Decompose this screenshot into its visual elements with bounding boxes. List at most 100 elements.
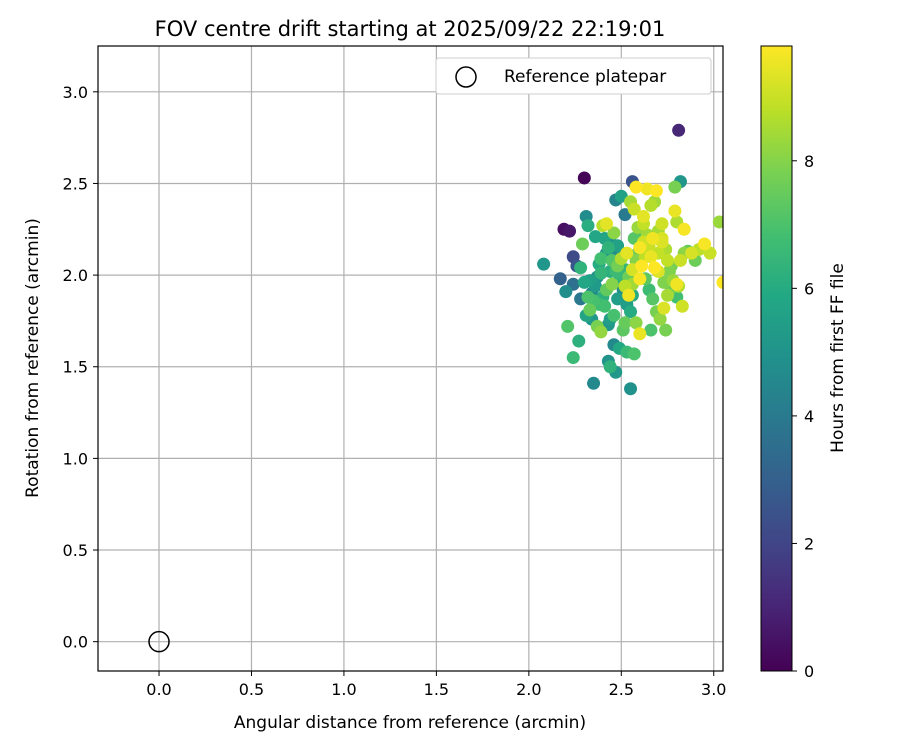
data-point [657,301,671,315]
data-point [577,275,591,289]
data-point [605,277,619,291]
data-point [635,259,649,273]
data-point [644,250,658,264]
x-tick-label: 3.0 [701,680,726,699]
data-point [648,261,662,275]
colorbar-tick-label: 6 [804,279,814,298]
chart-title: FOV centre drift starting at 2025/09/22 … [155,17,666,41]
scatter-points [537,123,723,396]
data-point [581,219,595,233]
data-point [698,237,712,251]
data-point [537,257,551,271]
data-point [566,351,580,365]
data-point [598,299,612,313]
data-point [672,123,686,137]
data-point [685,246,699,260]
data-point [601,241,615,255]
y-tick-label: 2.5 [63,174,88,193]
data-point [627,202,641,216]
data-point [670,277,684,291]
reference-platepar-marker [148,630,170,653]
data-point [611,292,625,306]
data-point [649,184,663,198]
y-tick-label: 0.5 [63,541,88,560]
data-point [661,288,675,302]
data-point [561,319,575,333]
x-tick-label: 2.0 [516,680,541,699]
colorbar-tick-label: 2 [804,534,814,553]
data-point [627,347,641,361]
data-point [629,180,643,194]
y-tick-label: 2.0 [63,266,88,285]
data-point [673,253,687,267]
x-tick-label: 1.0 [331,680,356,699]
x-tick-label: 1.5 [424,680,449,699]
data-point [624,305,638,319]
data-point [661,253,675,267]
data-point [594,325,608,339]
data-point [603,360,617,374]
x-axis-label: Angular distance from reference (arcmin) [234,713,586,733]
data-point [620,246,634,260]
y-axis-ticks: 0.0 0.5 1.0 1.5 2.0 2.5 3.0 [63,83,98,652]
colorbar-tick-label: 8 [804,152,814,171]
data-point [607,308,621,322]
reference-marker-group [148,630,170,653]
data-point [553,272,567,286]
data-point [594,252,608,266]
data-point [644,323,658,337]
data-point [675,299,689,313]
data-point [622,288,636,302]
colorbar-ticks: 0 2 4 6 8 [792,152,814,681]
y-tick-label: 3.0 [63,83,88,102]
data-point [575,237,589,251]
y-axis-label: Rotation from reference (arcmin) [23,218,43,498]
colorbar-label: Hours from first FF file [828,263,848,453]
data-point [629,316,643,330]
data-point [677,222,691,236]
data-point [583,303,597,317]
data-point [587,376,601,390]
data-point [633,272,647,286]
data-point [594,266,608,280]
y-tick-label: 0.0 [63,633,88,652]
x-tick-label: 2.5 [609,680,634,699]
data-point [607,226,621,240]
x-axis-ticks: 0.0 0.5 1.0 1.5 2.0 2.5 3.0 [146,671,726,699]
data-point [712,215,723,229]
data-point [624,382,638,396]
grid-lines [98,46,723,671]
colorbar-tick-label: 4 [804,407,814,426]
data-point [655,217,669,231]
data-point [572,334,586,348]
data-point [559,285,573,299]
y-tick-label: 1.0 [63,449,88,468]
colorbar-tick-label: 0 [804,662,814,681]
x-tick-label: 0.0 [146,680,171,699]
y-tick-label: 1.5 [63,358,88,377]
data-point [633,327,647,341]
data-point [618,316,632,330]
data-point [644,198,658,212]
data-point [716,275,723,289]
x-tick-label: 0.5 [239,680,264,699]
data-point [588,230,602,244]
data-point [577,171,591,185]
data-point [646,231,660,245]
data-point [636,209,650,223]
data-point [668,180,682,194]
plot-frame [97,45,724,672]
data-point [581,290,595,304]
colorbar [760,45,793,672]
legend-marker-icon [455,66,477,88]
legend: Reference platepar [435,57,712,95]
data-point [633,241,647,255]
legend-box [435,57,712,95]
data-point [659,323,673,337]
data-point [563,224,577,238]
data-point [574,261,588,275]
legend-label: Reference platepar [504,67,666,87]
data-point [668,204,682,218]
data-point [600,217,614,231]
